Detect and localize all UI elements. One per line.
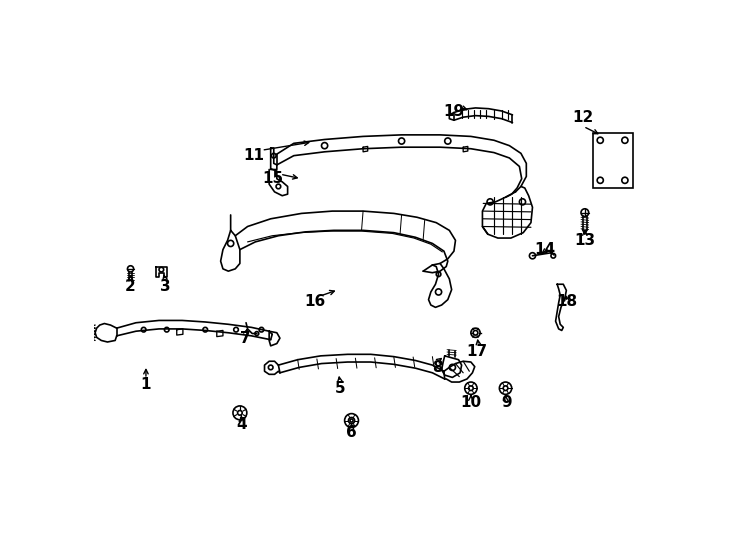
Text: 15: 15	[263, 171, 283, 186]
Text: 3: 3	[160, 279, 170, 294]
Text: 6: 6	[346, 426, 357, 440]
Text: 11: 11	[243, 148, 264, 163]
Text: 14: 14	[534, 242, 556, 257]
Text: 8: 8	[432, 360, 443, 375]
Text: 17: 17	[467, 344, 487, 359]
Text: 18: 18	[556, 294, 578, 309]
Text: 2: 2	[126, 279, 136, 294]
Text: 13: 13	[574, 233, 595, 248]
Text: 1: 1	[141, 377, 151, 392]
Text: 10: 10	[460, 395, 482, 409]
Text: 9: 9	[501, 395, 512, 409]
Text: 5: 5	[335, 381, 345, 396]
Text: 7: 7	[240, 330, 250, 346]
Text: 12: 12	[573, 110, 594, 125]
Text: 19: 19	[443, 104, 465, 118]
Text: 4: 4	[236, 417, 247, 432]
Bar	[592, 132, 633, 188]
Text: 16: 16	[305, 294, 326, 309]
